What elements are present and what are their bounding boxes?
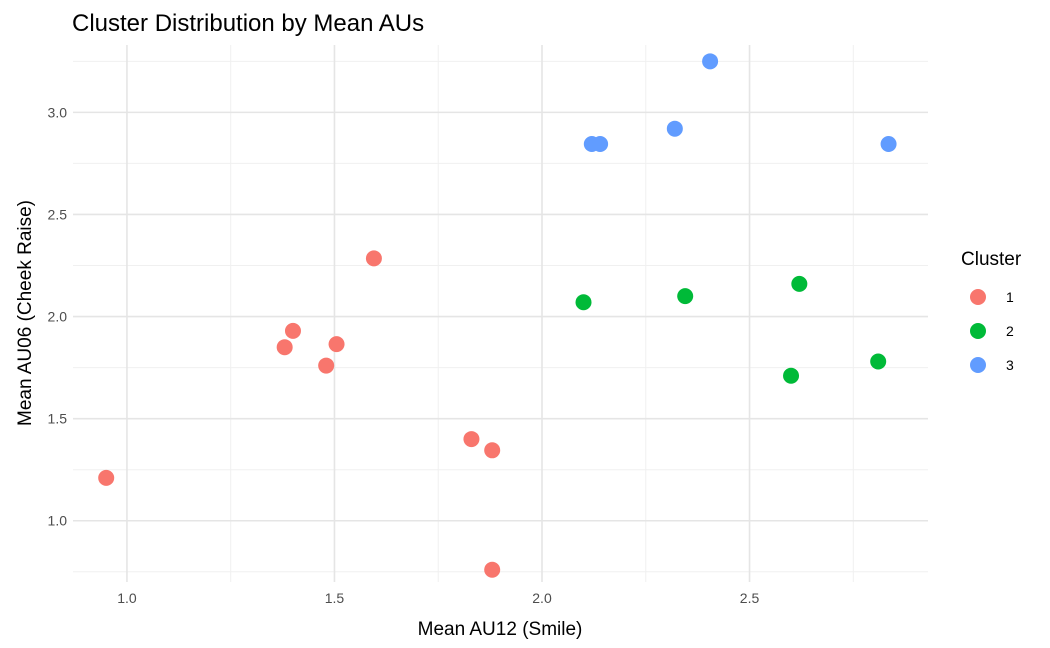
data-point-cluster-3 (880, 136, 897, 153)
x-tick-label: 2.0 (532, 590, 552, 606)
data-point-cluster-1 (98, 469, 115, 486)
legend-key-2 (970, 323, 986, 339)
y-axis-ticks: 1.0 1.5 2.0 2.5 3.0 (48, 104, 68, 528)
y-tick-label: 1.5 (48, 411, 68, 427)
legend-title: Cluster (961, 249, 1022, 270)
x-tick-label: 1.5 (325, 590, 345, 606)
chart-title: Cluster Distribution by Mean AUs (72, 10, 424, 37)
x-axis-ticks: 1.0 1.5 2.0 2.5 (117, 590, 759, 606)
data-point-cluster-1 (484, 442, 501, 459)
grid-lines (73, 45, 928, 582)
data-point-cluster-1 (463, 431, 480, 448)
data-point-cluster-3 (666, 120, 683, 137)
data-point-cluster-1 (318, 357, 335, 374)
x-axis-title: Mean AU12 (Smile) (418, 619, 583, 640)
data-point-cluster-3 (592, 136, 609, 153)
x-tick-label: 1.0 (117, 590, 137, 606)
data-point-cluster-3 (702, 53, 719, 70)
data-point-cluster-2 (791, 275, 808, 292)
data-point-cluster-2 (575, 294, 592, 311)
data-point-cluster-1 (484, 561, 501, 578)
y-tick-label: 1.0 (48, 513, 68, 529)
legend-label-1: 1 (1006, 289, 1014, 305)
legend-label-3: 3 (1006, 357, 1014, 373)
legend-label-2: 2 (1006, 323, 1014, 339)
legend-key-3 (970, 357, 986, 373)
data-points (98, 53, 897, 578)
data-point-cluster-1 (328, 336, 345, 353)
data-point-cluster-1 (284, 322, 301, 339)
data-point-cluster-1 (276, 339, 293, 356)
y-axis-title: Mean AU06 (Cheek Raise) (15, 200, 36, 426)
data-point-cluster-2 (783, 367, 800, 384)
y-tick-label: 2.0 (48, 309, 68, 325)
x-tick-label: 2.5 (740, 590, 760, 606)
legend-key-1 (970, 289, 986, 305)
y-tick-label: 3.0 (48, 104, 68, 120)
y-tick-label: 2.5 (48, 206, 68, 222)
data-point-cluster-2 (677, 288, 694, 305)
data-point-cluster-2 (870, 353, 887, 370)
legend: Cluster 1 2 3 (961, 249, 1022, 373)
data-point-cluster-1 (365, 250, 382, 267)
